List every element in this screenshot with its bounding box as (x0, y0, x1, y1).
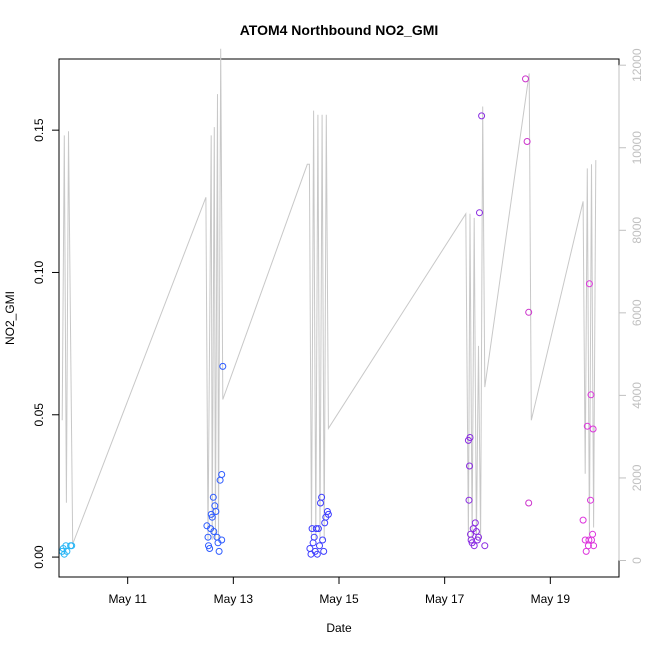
data-point (466, 434, 474, 441)
data-point (218, 471, 226, 478)
points-group (58, 75, 598, 558)
data-point (312, 525, 320, 533)
data-point (523, 138, 531, 145)
data-point (215, 547, 223, 555)
altitude-line-group (61, 48, 597, 545)
data-point (63, 547, 71, 555)
data-point (587, 496, 594, 504)
data-point (582, 547, 590, 555)
data-point (210, 528, 218, 535)
data-point (314, 525, 322, 533)
data-point (320, 547, 328, 555)
data-point (585, 536, 593, 544)
data-point (204, 533, 212, 541)
data-point (465, 496, 473, 504)
altitude-line (61, 48, 597, 545)
data-point (470, 542, 478, 550)
data-point (323, 508, 331, 515)
chart-title: ATOM4 Northbound NO2_GMI (240, 22, 439, 38)
data-point (589, 530, 597, 538)
data-point (310, 533, 318, 541)
data-point (68, 542, 76, 550)
data-point (590, 542, 598, 550)
data-point (587, 391, 595, 399)
y2-tick-label: 4000 (630, 382, 644, 409)
x-tick-label: May 19 (531, 592, 571, 606)
y2-tick-label: 12000 (630, 48, 644, 82)
data-point (318, 493, 326, 501)
data-point (309, 539, 317, 547)
data-point (525, 308, 533, 316)
data-point (324, 510, 332, 518)
x-axis-label: Date (326, 621, 352, 635)
y-tick-label: 0.05 (32, 403, 46, 427)
data-point (218, 536, 226, 544)
y2-tick-label: 2000 (630, 464, 644, 491)
y-axis-label: NO2_GMI (3, 291, 17, 345)
x-tick-label: May 15 (319, 592, 359, 606)
data-point (475, 533, 482, 541)
data-point (583, 422, 591, 430)
x-tick-label: May 13 (214, 592, 254, 606)
data-point (212, 508, 220, 515)
y-tick-label: 0.10 (32, 260, 46, 284)
data-point (525, 499, 533, 507)
y2-tick-label: 8000 (630, 217, 644, 244)
data-point (579, 516, 587, 524)
y2-axis: 0 2000 4000 6000 8000 10000 12000 (618, 48, 644, 564)
plot-frame (58, 58, 620, 578)
data-point (522, 75, 529, 83)
x-tick-label: May 11 (108, 592, 147, 606)
data-point (589, 425, 597, 433)
x-tick-label: May 17 (425, 592, 465, 606)
data-point (481, 542, 489, 550)
data-point (478, 112, 486, 120)
data-point (466, 462, 473, 470)
y-tick-label: 0.15 (32, 118, 46, 142)
data-point (208, 513, 216, 521)
y-axis: 0.00 0.05 0.10 0.15 (32, 118, 60, 569)
data-point (313, 550, 321, 558)
data-point (316, 542, 323, 550)
data-point (219, 362, 227, 370)
data-point (585, 280, 593, 288)
y2-tick-label: 0 (630, 557, 644, 564)
y-tick-label: 0.00 (32, 545, 46, 569)
x-axis: May 11 May 13 May 15 May 17 May 19 (108, 576, 571, 606)
y2-tick-label: 6000 (630, 299, 644, 326)
data-point (209, 493, 217, 501)
data-point (471, 519, 479, 527)
data-point (206, 545, 214, 552)
data-point (319, 536, 327, 544)
data-point (476, 209, 483, 217)
y2-tick-label: 10000 (630, 131, 644, 165)
